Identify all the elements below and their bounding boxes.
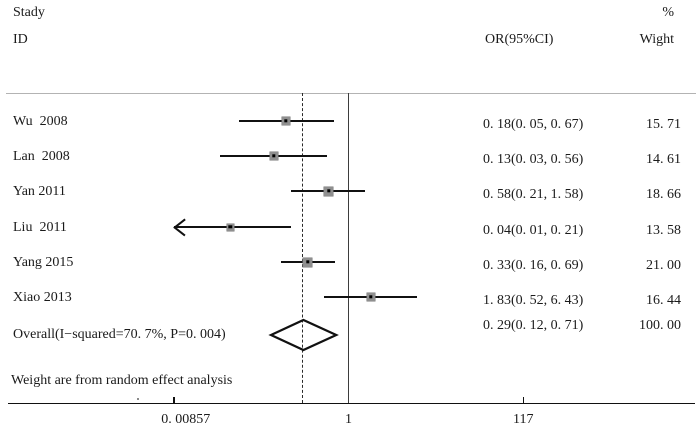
effect-marker	[269, 152, 278, 160]
x-axis-tick	[172, 396, 175, 403]
x-axis-line	[8, 402, 695, 405]
study-label: Xiao 2013	[13, 289, 72, 305]
x-axis-tick-label: 0. 00857	[161, 411, 211, 427]
axis-speck	[137, 398, 139, 400]
overall-or-ci: 0. 29(0. 12, 0. 71)	[483, 317, 584, 333]
overall-diamond	[268, 318, 339, 351]
effect-marker	[226, 223, 234, 231]
effect-marker-dot	[228, 225, 233, 229]
or-ci-value: 1. 83(0. 52, 6. 43)	[483, 292, 584, 308]
effect-marker-dot	[283, 119, 288, 123]
effect-marker	[366, 293, 375, 301]
or-ci-value: 0. 13(0. 03, 0. 56)	[483, 151, 584, 167]
or-ci-value: 0. 04(0. 01, 0. 21)	[483, 222, 584, 238]
header-weight-percent: %	[662, 5, 674, 20]
weight-value: 18. 66	[646, 186, 681, 202]
overall-label: Overall(I−squared=70. 7%, P=0. 004)	[13, 327, 226, 342]
header-separator-line	[6, 92, 696, 94]
weight-value: 21. 00	[646, 257, 681, 273]
study-label: Wu 2008	[13, 113, 68, 129]
effect-marker-dot	[306, 260, 310, 264]
effect-marker	[303, 257, 313, 267]
x-axis-tick	[522, 396, 525, 403]
header-or-column: OR(95%CI)	[485, 32, 554, 47]
weights-note: Weight are from random effect analysis	[11, 373, 233, 388]
weight-value: 14. 61	[646, 151, 681, 167]
weight-value: 13. 58	[646, 222, 681, 238]
or-ci-value: 0. 18(0. 05, 0. 67)	[483, 116, 584, 132]
effect-marker	[324, 186, 333, 196]
header-study-line2: ID	[13, 32, 28, 47]
study-label: Yan 2011	[13, 183, 66, 199]
overall-estimate-dashed-line	[302, 93, 304, 403]
or-ci-value: 0. 33(0. 16, 0. 69)	[483, 257, 584, 273]
effect-marker	[281, 117, 290, 125]
study-label: Lan 2008	[13, 148, 70, 164]
or-ci-value: 0. 58(0. 21, 1. 58)	[483, 186, 584, 202]
x-axis-tick-label: 117	[513, 411, 534, 427]
weight-value: 16. 44	[646, 292, 681, 308]
header-study-line1: Stady	[13, 5, 45, 20]
overall-weight: 100. 00	[639, 317, 681, 333]
effect-marker-dot	[368, 295, 373, 299]
study-label: Yang 2015	[13, 254, 74, 270]
x-axis-tick-label: 1	[345, 411, 352, 427]
effect-marker-dot	[326, 189, 331, 193]
effect-marker-dot	[271, 154, 276, 158]
header-weight-label: Wight	[639, 32, 674, 47]
weight-value: 15. 71	[646, 116, 681, 132]
null-effect-line	[347, 93, 350, 403]
study-label: Liu 2011	[13, 219, 67, 235]
